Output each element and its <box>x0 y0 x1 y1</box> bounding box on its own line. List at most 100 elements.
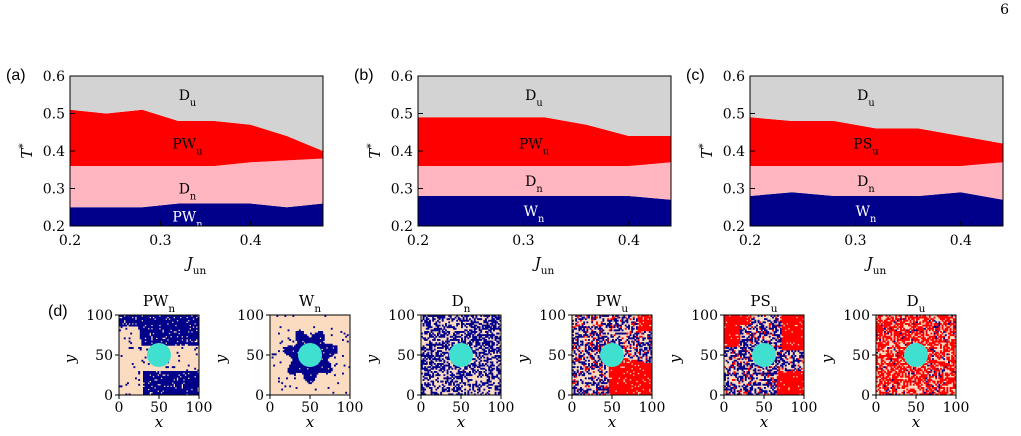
lattice-cell <box>154 337 157 340</box>
lattice-cell <box>494 337 497 340</box>
lattice-cell <box>429 356 431 359</box>
lattice-cell <box>632 324 635 327</box>
lattice-cell <box>427 366 430 369</box>
lattice-cell <box>429 347 431 349</box>
lattice-cell <box>425 385 428 388</box>
lattice-cell <box>472 331 475 333</box>
lattice-cell <box>183 374 185 377</box>
lattice-cell <box>162 377 165 380</box>
lattice-cell <box>289 385 292 388</box>
lattice-cell <box>640 387 643 389</box>
lattice-cell <box>575 339 578 341</box>
lattice-cell <box>618 388 621 391</box>
lattice-cell <box>615 385 618 388</box>
lattice-cell <box>329 355 332 357</box>
lattice-cell <box>615 323 618 325</box>
lattice-cell <box>650 364 653 367</box>
lattice-cell <box>485 326 487 329</box>
lattice-cell <box>159 332 161 335</box>
lattice-cell <box>478 343 481 346</box>
lattice-cell <box>171 337 174 340</box>
lattice-cell <box>636 382 638 385</box>
lattice-cell <box>332 345 335 348</box>
lattice-cell <box>727 318 730 321</box>
lattice-cell <box>123 316 126 319</box>
lattice-cell <box>422 361 425 364</box>
lattice-cell <box>292 367 295 370</box>
lattice-cell <box>612 380 614 383</box>
lattice-cell <box>181 371 184 373</box>
lattice-cell <box>165 382 168 385</box>
lattice-cell <box>615 321 618 324</box>
lattice-cell <box>179 380 182 383</box>
lattice-cell <box>628 327 630 330</box>
lattice-cell <box>612 339 614 341</box>
lattice-cell <box>191 374 193 377</box>
lattice-cell <box>591 315 594 317</box>
lattice-cell <box>578 318 581 321</box>
lattice-cell <box>735 372 738 375</box>
y-tick-label: 0 <box>406 388 415 404</box>
lattice-cell <box>621 382 624 385</box>
lattice-cell <box>486 315 489 317</box>
lattice-cell <box>427 385 430 388</box>
lattice-cell <box>300 335 303 338</box>
lattice-cell <box>168 339 171 341</box>
lattice-cell <box>497 316 500 319</box>
lattice-cell <box>294 361 296 364</box>
lattice-cell <box>636 348 638 351</box>
lattice-cell <box>292 359 295 362</box>
lattice-cell <box>637 351 640 354</box>
lattice-cell <box>171 388 174 391</box>
lattice-cell <box>489 326 492 329</box>
lattice-cell <box>642 319 645 322</box>
lattice-cell <box>167 371 169 373</box>
lattice-cell <box>287 351 290 354</box>
lattice-cell <box>483 356 486 359</box>
lattice-cell <box>613 375 616 378</box>
lattice-cell <box>733 351 736 354</box>
lattice-cell <box>441 371 444 373</box>
lattice-cell <box>120 355 123 357</box>
lattice-cell <box>287 345 290 348</box>
lattice-cell <box>149 339 152 341</box>
lattice-cell <box>733 337 736 340</box>
lattice-cell <box>144 374 147 377</box>
lattice-cell <box>626 359 629 362</box>
lattice-cell <box>184 335 187 338</box>
lattice-cell <box>321 356 324 359</box>
lattice-cell <box>171 390 174 393</box>
lattice-cell <box>733 388 736 391</box>
lattice-cell <box>465 318 468 321</box>
lattice-cell <box>183 385 185 388</box>
lattice-cell <box>165 372 168 375</box>
lattice-cell <box>608 329 611 332</box>
lattice-cell <box>155 319 158 322</box>
lattice-cell <box>295 351 298 354</box>
lattice-cell <box>143 335 145 338</box>
lattice-cell <box>624 332 627 335</box>
lattice-cell <box>149 379 152 381</box>
lattice-cell <box>305 339 308 341</box>
lattice-cell <box>187 315 190 317</box>
lattice-cell <box>491 348 494 351</box>
lattice-cell <box>496 340 499 343</box>
lattice-cell <box>472 371 475 373</box>
lattice-cell <box>639 363 642 365</box>
lattice-cell <box>730 316 733 319</box>
lattice-cell <box>454 375 457 378</box>
lattice-cell <box>728 324 731 327</box>
lattice-cell <box>493 375 495 378</box>
lattice-cell <box>176 380 179 383</box>
lattice-cell <box>491 343 494 346</box>
lattice-cell <box>192 324 195 327</box>
lattice-cell <box>179 387 182 389</box>
lattice-cell <box>168 372 171 375</box>
lattice-cell <box>184 332 187 335</box>
lattice-cell <box>152 374 155 377</box>
lattice-cell <box>298 343 301 346</box>
lattice-cell <box>472 388 475 391</box>
lattice-cell <box>580 393 582 396</box>
lattice-cell <box>645 371 648 373</box>
lattice-cell <box>594 318 597 321</box>
